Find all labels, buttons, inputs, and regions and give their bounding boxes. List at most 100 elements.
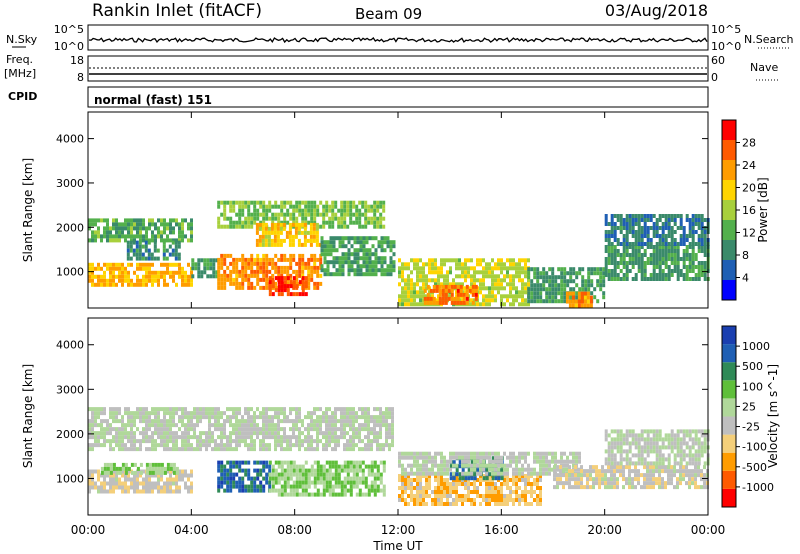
data-cell (320, 264, 324, 269)
data-cell (184, 270, 187, 275)
data-cell (643, 242, 647, 246)
data-cell (643, 485, 646, 490)
data-cell (434, 486, 437, 490)
data-cell (379, 200, 383, 205)
data-cell (331, 431, 334, 436)
data-cell (247, 285, 251, 290)
data-cell (616, 238, 620, 242)
data-cell (144, 256, 148, 261)
data-cell (181, 222, 184, 227)
data-cell (261, 234, 265, 239)
data-cell (425, 459, 428, 464)
data-cell (166, 222, 169, 227)
data-cell (97, 435, 100, 440)
data-cell (676, 485, 679, 490)
data-cell (373, 460, 377, 465)
data-cell (301, 220, 305, 225)
data-cell (652, 269, 656, 273)
data-cell (352, 460, 356, 465)
data-cell (145, 439, 148, 444)
data-cell (688, 245, 692, 249)
data-cell (205, 431, 208, 436)
data-cell (191, 266, 195, 271)
data-cell (151, 439, 154, 444)
data-cell (410, 270, 413, 275)
data-cell (604, 461, 608, 466)
data-cell (470, 490, 473, 494)
data-cell (166, 485, 169, 490)
data-cell (482, 270, 485, 275)
data-cell (226, 277, 230, 282)
data-cell (187, 489, 190, 494)
data-cell (241, 460, 245, 465)
data-cell (634, 461, 638, 466)
y-tick-label: 2000 (56, 221, 84, 234)
data-cell (259, 415, 262, 420)
data-cell (238, 443, 241, 448)
data-cell (100, 427, 103, 432)
data-cell (470, 451, 473, 456)
data-cell (268, 423, 271, 428)
data-cell (376, 224, 380, 229)
data-cell (301, 439, 304, 444)
data-cell (589, 477, 592, 482)
data-cell (376, 208, 380, 213)
data-cell (685, 214, 689, 218)
data-cell (380, 264, 384, 269)
data-cell (646, 481, 649, 486)
data-cell (304, 492, 308, 497)
data-cell (455, 472, 459, 477)
data-cell (385, 419, 388, 424)
data-cell (226, 200, 230, 205)
data-cell (610, 214, 614, 218)
data-cell (280, 472, 284, 477)
data-cell (494, 471, 497, 476)
data-cell (539, 502, 542, 506)
data-cell (515, 298, 518, 303)
data-cell (356, 252, 360, 257)
data-cell (343, 216, 347, 221)
data-cell (536, 267, 540, 272)
data-cell (151, 282, 154, 287)
data-cell (130, 477, 133, 482)
data-cell (286, 492, 290, 497)
data-cell (331, 492, 335, 497)
data-cell (256, 435, 259, 440)
data-cell (154, 278, 157, 283)
data-cell (364, 224, 368, 229)
data-cell (301, 492, 305, 497)
data-cell (103, 274, 106, 279)
data-cell (271, 407, 274, 412)
data-cell (640, 245, 644, 249)
data-cell (139, 415, 142, 420)
data-cell (353, 252, 357, 257)
data-cell (267, 238, 271, 243)
data-cell (379, 224, 383, 229)
data-cell (356, 240, 360, 245)
data-cell (292, 292, 296, 297)
data-cell (212, 270, 216, 275)
data-cell (329, 240, 333, 245)
data-cell (133, 473, 136, 478)
y-tick-label: 3000 (56, 177, 84, 190)
data-cell (349, 488, 353, 493)
data-cell (364, 200, 368, 205)
data-cell (628, 226, 632, 230)
data-cell (94, 407, 97, 412)
data-cell (373, 464, 377, 469)
data-cell (494, 286, 497, 291)
data-cell (356, 256, 360, 261)
data-cell (545, 455, 548, 460)
data-cell (676, 477, 679, 482)
data-cell (649, 226, 653, 230)
data-cell (304, 460, 308, 465)
data-cell (494, 294, 497, 299)
data-cell (376, 216, 380, 221)
data-cell (571, 303, 575, 308)
data-cell (391, 423, 394, 428)
data-cell (355, 431, 358, 436)
data-cell (527, 463, 530, 468)
data-cell (238, 204, 242, 209)
data-cell (151, 274, 154, 279)
data-cell (294, 222, 298, 227)
